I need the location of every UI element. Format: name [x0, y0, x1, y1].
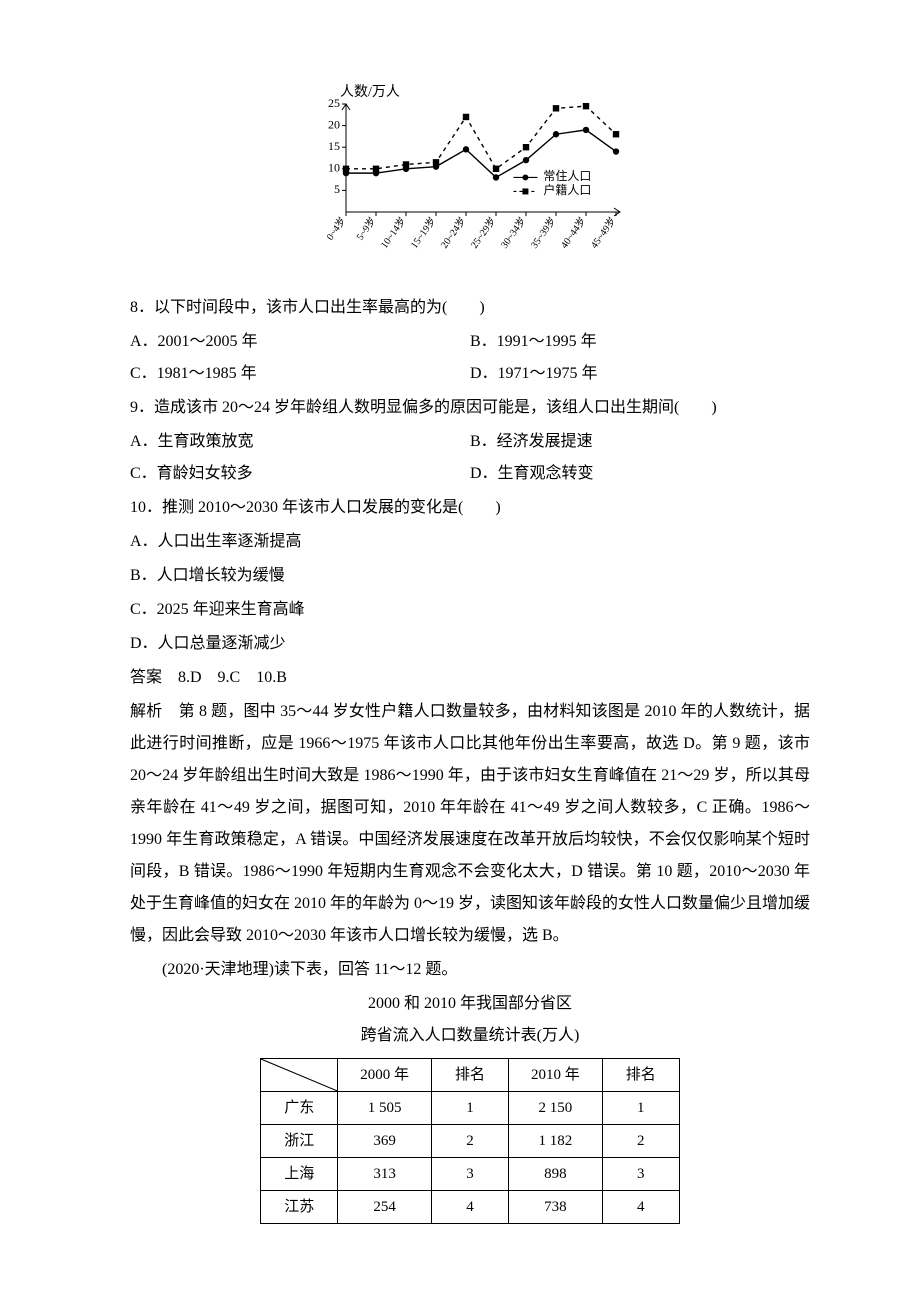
inflow-table: 2000 年排名2010 年排名广东1 50512 1501浙江36921 18… — [260, 1058, 680, 1224]
table-cell: 江苏 — [261, 1191, 338, 1224]
q9-stem: 9．造成该市 20～24 岁年龄组人数明显偏多的原因可能是，该组人口出生期间( … — [130, 392, 810, 424]
table-cell: 898 — [509, 1158, 602, 1191]
q8-opt-d: D．1971～1975 年 — [470, 358, 810, 390]
table-title-2: 跨省流入人口数量统计表(万人) — [130, 1020, 810, 1052]
table-title-1: 2000 和 2010 年我国部分省区 — [130, 988, 810, 1020]
q8-stem: 8．以下时间段中，该市人口出生率最高的为( ) — [130, 292, 810, 324]
svg-text:35~39岁: 35~39岁 — [527, 214, 558, 250]
svg-text:5~9岁: 5~9岁 — [353, 214, 378, 242]
q10-opt-d: D．人口总量逐渐减少 — [130, 628, 810, 660]
table-cell: 上海 — [261, 1158, 338, 1191]
table-cell: 313 — [338, 1158, 431, 1191]
svg-text:15: 15 — [328, 139, 340, 153]
table-row: 江苏25447384 — [261, 1191, 680, 1224]
q8-opt-b: B．1991～1995 年 — [470, 326, 810, 358]
q10-opt-a: A．人口出生率逐渐提高 — [130, 526, 810, 558]
q8-opts-row2: C．1981～1985 年 D．1971～1975 年 — [130, 358, 810, 390]
q8-opt-a: A．2001～2005 年 — [130, 326, 470, 358]
svg-text:45~49岁: 45~49岁 — [587, 214, 618, 250]
table-header-cell: 2010 年 — [509, 1059, 602, 1092]
q8-opts-row1: A．2001～2005 年 B．1991～1995 年 — [130, 326, 810, 358]
svg-text:5: 5 — [334, 182, 340, 196]
table-cell: 1 — [431, 1092, 508, 1125]
svg-text:40~44岁: 40~44岁 — [557, 214, 588, 250]
table-cell: 254 — [338, 1191, 431, 1224]
explanation: 解析 第 8 题，图中 35～44 岁女性户籍人口数量较多，由材料知该图是 20… — [130, 696, 810, 952]
page-root: 人数/万人 5 10 15 20 25 0~4岁5~9岁10~14岁15~19岁20~24岁… — [0, 0, 920, 1302]
table-cell: 1 505 — [338, 1092, 431, 1125]
q10-opt-b: B．人口增长较为缓慢 — [130, 560, 810, 592]
chart-svg: 人数/万人 5 10 15 20 25 0~4岁5~9岁10~14岁15~19岁20~24岁… — [310, 80, 630, 270]
table-cell: 4 — [602, 1191, 679, 1224]
q10-stem: 10．推测 2010～2030 年该市人口发展的变化是( ) — [130, 492, 810, 524]
table-cell: 2 150 — [509, 1092, 602, 1125]
answers-line: 答案 8.D 9.C 10.B — [130, 662, 810, 694]
svg-text:户籍人口: 户籍人口 — [543, 182, 591, 197]
svg-text:10~14岁: 10~14岁 — [377, 214, 408, 250]
table-row: 广东1 50512 1501 — [261, 1092, 680, 1125]
inflow-table-wrap: 2000 年排名2010 年排名广东1 50512 1501浙江36921 18… — [260, 1058, 680, 1224]
table-cell: 2 — [602, 1125, 679, 1158]
svg-text:15~19岁: 15~19岁 — [407, 214, 438, 250]
q8-opt-c: C．1981～1985 年 — [130, 358, 470, 390]
table-row: 浙江36921 1822 — [261, 1125, 680, 1158]
table-cell: 2 — [431, 1125, 508, 1158]
table-cell: 浙江 — [261, 1125, 338, 1158]
passage2-intro: (2020·天津地理)读下表，回答 11～12 题。 — [130, 954, 810, 986]
q9-opt-a: A．生育政策放宽 — [130, 426, 470, 458]
table-corner-cell — [261, 1059, 338, 1092]
table-cell: 369 — [338, 1125, 431, 1158]
svg-text:10: 10 — [328, 161, 340, 175]
table-cell: 738 — [509, 1191, 602, 1224]
svg-text:20~24岁: 20~24岁 — [437, 214, 468, 250]
svg-text:人数/万人: 人数/万人 — [340, 84, 400, 100]
table-cell: 1 182 — [509, 1125, 602, 1158]
svg-text:25: 25 — [328, 96, 340, 110]
svg-text:30~34岁: 30~34岁 — [497, 214, 528, 250]
svg-text:25~29岁: 25~29岁 — [467, 214, 498, 250]
svg-text:20: 20 — [328, 117, 340, 131]
table-cell: 3 — [431, 1158, 508, 1191]
table-cell: 1 — [602, 1092, 679, 1125]
table-cell: 4 — [431, 1191, 508, 1224]
q9-opt-c: C．育龄妇女较多 — [130, 458, 470, 490]
svg-text:0~4岁: 0~4岁 — [323, 214, 348, 242]
table-row: 上海31338983 — [261, 1158, 680, 1191]
table-header-cell: 排名 — [602, 1059, 679, 1092]
table-cell: 3 — [602, 1158, 679, 1191]
q9-opt-d: D．生育观念转变 — [470, 458, 810, 490]
svg-text:常住人口: 常住人口 — [543, 169, 591, 183]
table-header-cell: 排名 — [431, 1059, 508, 1092]
population-chart: 人数/万人 5 10 15 20 25 0~4岁5~9岁10~14岁15~19岁20~24岁… — [310, 80, 630, 282]
q10-opt-c: C．2025 年迎来生育高峰 — [130, 594, 810, 626]
q9-opts-row2: C．育龄妇女较多 D．生育观念转变 — [130, 458, 810, 490]
q9-opt-b: B．经济发展提速 — [470, 426, 810, 458]
table-header-cell: 2000 年 — [338, 1059, 431, 1092]
table-cell: 广东 — [261, 1092, 338, 1125]
q9-opts-row1: A．生育政策放宽 B．经济发展提速 — [130, 426, 810, 458]
